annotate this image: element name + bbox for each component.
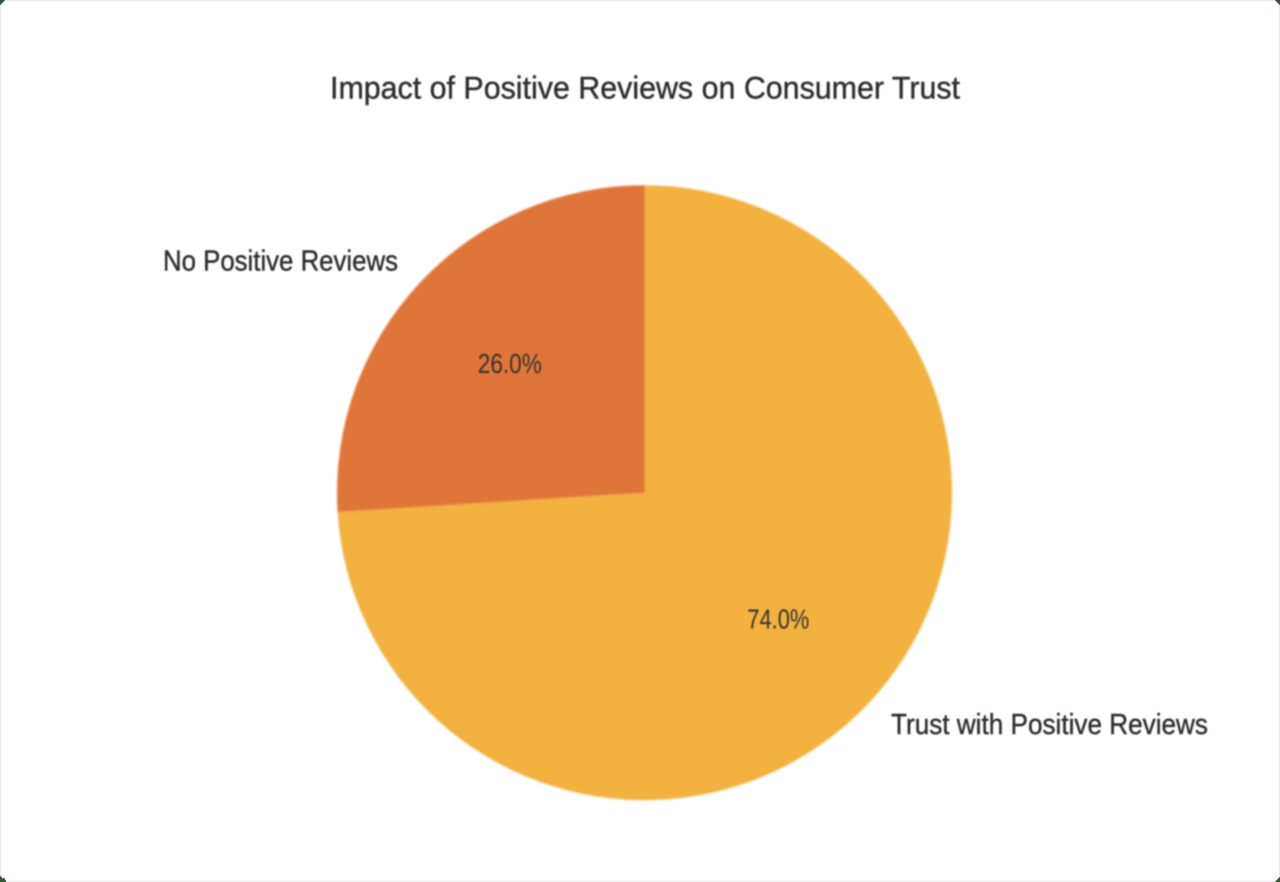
svg-text:74.0%: 74.0% (747, 604, 809, 635)
svg-text:No Positive Reviews: No Positive Reviews (163, 245, 398, 277)
svg-text:Trust with Positive Reviews: Trust with Positive Reviews (891, 709, 1208, 741)
svg-text:26.0%: 26.0% (478, 348, 542, 379)
svg-text:Impact of Positive Reviews on: Impact of Positive Reviews on Consumer T… (330, 70, 960, 105)
